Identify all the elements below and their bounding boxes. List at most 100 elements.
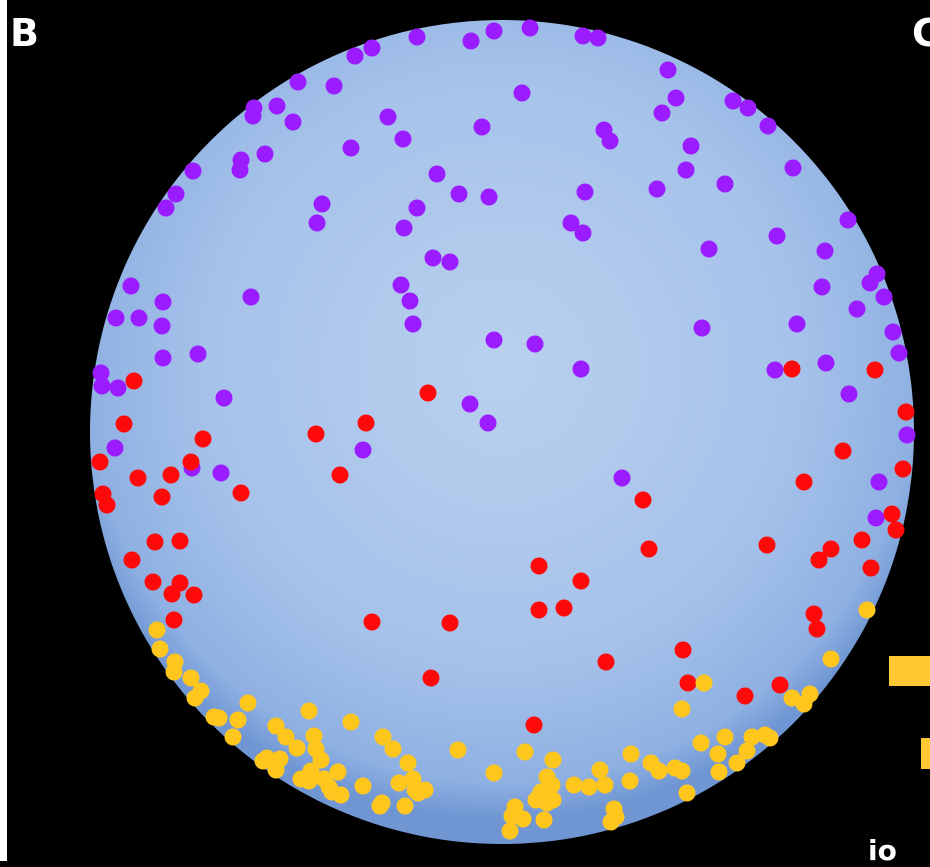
- yellow-dot: [384, 740, 402, 758]
- yellow-dot: [374, 728, 392, 746]
- yellow-dot: [342, 713, 360, 731]
- red-dot: [674, 641, 692, 659]
- yellow-dot: [151, 640, 169, 658]
- red-dot: [883, 505, 901, 523]
- red-dot: [634, 491, 652, 509]
- yellow-dot: [622, 745, 640, 763]
- purple-dot: [677, 161, 695, 179]
- red-dot: [357, 414, 375, 432]
- purple-dot: [473, 118, 491, 136]
- purple-dot: [167, 185, 185, 203]
- red-dot: [165, 611, 183, 629]
- red-dot: [363, 613, 381, 631]
- legend-swatch-yellow-partial: [921, 738, 930, 769]
- yellow-dot: [801, 685, 819, 703]
- red-dot: [822, 540, 840, 558]
- yellow-dot: [822, 650, 840, 668]
- red-dot: [115, 415, 133, 433]
- yellow-dot: [621, 772, 639, 790]
- yellow-dot: [501, 822, 519, 840]
- yellow-dot: [406, 781, 424, 799]
- yellow-dot: [329, 763, 347, 781]
- purple-dot: [244, 107, 262, 125]
- red-dot: [185, 586, 203, 604]
- purple-dot: [693, 319, 711, 337]
- purple-dot: [659, 61, 677, 79]
- petri-dish: [90, 20, 914, 844]
- red-dot: [853, 531, 871, 549]
- red-dot: [795, 473, 813, 491]
- purple-dot: [513, 84, 531, 102]
- purple-dot: [212, 464, 230, 482]
- purple-dot: [485, 22, 503, 40]
- red-dot: [530, 557, 548, 575]
- yellow-dot: [288, 739, 306, 757]
- red-dot: [307, 425, 325, 443]
- red-dot: [530, 601, 548, 619]
- purple-dot: [408, 28, 426, 46]
- red-dot: [572, 572, 590, 590]
- purple-dot: [153, 317, 171, 335]
- purple-dot: [184, 162, 202, 180]
- purple-dot: [653, 104, 671, 122]
- red-dot: [153, 488, 171, 506]
- purple-dot: [574, 224, 592, 242]
- red-dot: [419, 384, 437, 402]
- red-dot: [422, 669, 440, 687]
- purple-dot: [784, 159, 802, 177]
- purple-dot: [839, 211, 857, 229]
- yellow-dot: [229, 711, 247, 729]
- red-dot: [897, 403, 915, 421]
- purple-dot: [848, 300, 866, 318]
- yellow-dot: [761, 729, 779, 747]
- purple-dot: [450, 185, 468, 203]
- panel-label-c: C: [912, 11, 930, 55]
- purple-dot: [122, 277, 140, 295]
- red-dot: [862, 559, 880, 577]
- purple-dot: [313, 195, 331, 213]
- yellow-dot: [710, 763, 728, 781]
- purple-dot: [766, 361, 784, 379]
- yellow-dot: [305, 727, 323, 745]
- purple-dot: [461, 395, 479, 413]
- left-border-bar: [0, 0, 7, 861]
- purple-dot: [788, 315, 806, 333]
- red-dot: [182, 453, 200, 471]
- purple-dot: [154, 293, 172, 311]
- red-dot: [736, 687, 754, 705]
- red-dot: [91, 453, 109, 471]
- red-dot: [597, 653, 615, 671]
- purple-dot: [242, 288, 260, 306]
- red-dot: [144, 573, 162, 591]
- yellow-dot: [716, 728, 734, 746]
- red-dot: [146, 533, 164, 551]
- legend-swatch-yellow: [889, 656, 930, 686]
- red-dot: [679, 674, 697, 692]
- yellow-dot: [673, 762, 691, 780]
- yellow-dot: [738, 742, 756, 760]
- purple-dot: [870, 473, 888, 491]
- red-dot: [805, 605, 823, 623]
- purple-dot: [189, 345, 207, 363]
- purple-dot: [354, 441, 372, 459]
- yellow-dot: [602, 813, 620, 831]
- purple-dot: [613, 469, 631, 487]
- purple-dot: [648, 180, 666, 198]
- red-dot: [123, 551, 141, 569]
- yellow-dot: [239, 694, 257, 712]
- red-dot: [194, 430, 212, 448]
- purple-dots-group: [92, 19, 916, 527]
- yellow-dot: [390, 774, 408, 792]
- yellow-dot: [399, 754, 417, 772]
- purple-dot: [526, 335, 544, 353]
- purple-dot: [92, 364, 110, 382]
- purple-dot: [284, 113, 302, 131]
- red-dot: [162, 466, 180, 484]
- yellow-dot: [148, 621, 166, 639]
- yellow-dot: [743, 728, 761, 746]
- purple-dot: [268, 97, 286, 115]
- red-dot: [887, 521, 905, 539]
- yellow-dot: [267, 761, 285, 779]
- yellow-dot: [692, 734, 710, 752]
